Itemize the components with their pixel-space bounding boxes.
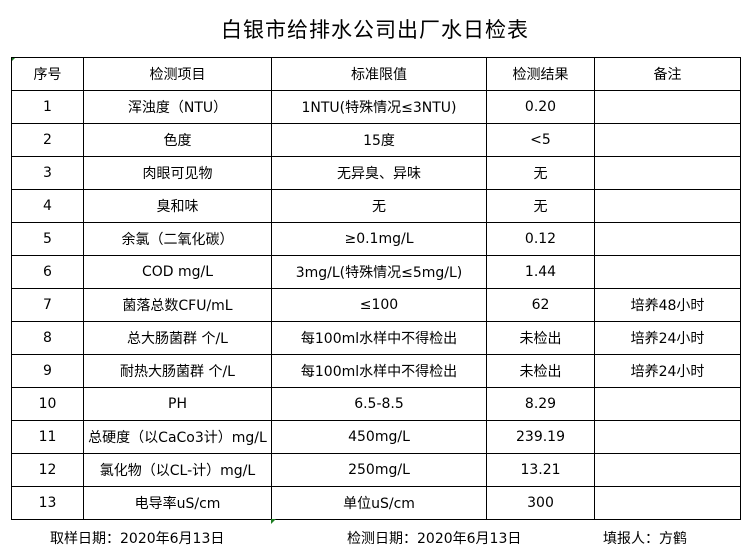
header-cell[interactable]: 序号 <box>11 57 84 91</box>
remark-cell[interactable] <box>594 387 741 421</box>
test-result-cell[interactable]: 无 <box>486 189 595 223</box>
standard-limit-cell[interactable]: 450mg/L <box>271 420 487 454</box>
table-row: 7 菌落总数CFU/mL ≤100 62 培养48小时 <box>11 288 741 322</box>
row-number-cell[interactable]: 11 <box>11 420 84 454</box>
table-row: 1 浑浊度（NTU） 1NTU(特殊情况≤3NTU) 0.20 <box>11 90 741 124</box>
row-number-cell[interactable]: 1 <box>11 90 84 124</box>
remark-cell[interactable] <box>594 156 741 190</box>
table-row: 5 余氯（二氧化碳） ≥0.1mg/L 0.12 <box>11 222 741 256</box>
test-result-cell[interactable]: 300 <box>486 486 595 520</box>
row-number-cell[interactable]: 6 <box>11 255 84 289</box>
header-cell[interactable]: 备注 <box>594 57 741 91</box>
row-number-cell[interactable]: 9 <box>11 354 84 388</box>
test-item-cell[interactable]: 耐热大肠菌群 个/L <box>83 354 272 388</box>
reporter: 填报人：方鹤 <box>603 531 687 547</box>
standard-limit-cell[interactable]: 每100ml水样中不得检出 <box>271 321 487 355</box>
remark-cell[interactable] <box>594 486 741 520</box>
header-cell[interactable]: 检测结果 <box>486 57 595 91</box>
table-row: 8 总大肠菌群 个/L 每100ml水样中不得检出 未检出 培养24小时 <box>11 321 741 355</box>
row-number-cell[interactable]: 4 <box>11 189 84 223</box>
test-result-cell[interactable]: 0.20 <box>486 90 595 124</box>
test-result-cell[interactable]: 无 <box>486 156 595 190</box>
header-cell[interactable]: 检测项目 <box>83 57 272 91</box>
row-number-cell[interactable]: 12 <box>11 453 84 487</box>
table-row: 9 耐热大肠菌群 个/L 每100ml水样中不得检出 未检出 培养24小时 <box>11 354 741 388</box>
standard-limit-cell[interactable]: 1NTU(特殊情况≤3NTU) <box>271 90 487 124</box>
standard-limit-cell[interactable]: 15度 <box>271 123 487 157</box>
remark-cell[interactable] <box>594 255 741 289</box>
test-item-cell[interactable]: COD mg/L <box>83 255 272 289</box>
remark-cell[interactable]: 培养24小时 <box>594 321 741 355</box>
test-item-cell[interactable]: 浑浊度（NTU） <box>83 90 272 124</box>
standard-limit-cell[interactable]: 单位uS/cm <box>271 486 487 520</box>
test-item-cell[interactable]: 总硬度（以CaCo3计）mg/L <box>83 420 272 454</box>
row-number-cell[interactable]: 5 <box>11 222 84 256</box>
row-number-cell[interactable]: 8 <box>11 321 84 355</box>
header-row: 序号 检测项目 标准限值 检测结果 备注 <box>11 57 741 91</box>
test-result-cell[interactable]: 13.21 <box>486 453 595 487</box>
test-result-cell[interactable]: 239.19 <box>486 420 595 454</box>
test-result-cell[interactable]: <5 <box>486 123 595 157</box>
table-row: 13 电导率uS/cm 单位uS/cm 300 <box>11 486 741 520</box>
cell-marker <box>271 519 276 524</box>
test-item-cell[interactable]: 氯化物（以CL-计）mg/L <box>83 453 272 487</box>
table-row: 2 色度 15度 <5 <box>11 123 741 157</box>
remark-cell[interactable] <box>594 90 741 124</box>
test-result-cell[interactable]: 未检出 <box>486 321 595 355</box>
table-row: 10 PH 6.5-8.5 8.29 <box>11 387 741 421</box>
test-result-cell[interactable]: 0.12 <box>486 222 595 256</box>
report-title: 白银市给排水公司出厂水日检表 <box>221 18 529 42</box>
remark-cell[interactable] <box>594 123 741 157</box>
standard-limit-cell[interactable]: 无异臭、异味 <box>271 156 487 190</box>
remark-cell[interactable] <box>594 420 741 454</box>
test-result-cell[interactable]: 62 <box>486 288 595 322</box>
table-row: 4 臭和味无无 <box>11 189 741 223</box>
test-item-cell[interactable]: 臭和味 <box>83 189 272 223</box>
remark-cell[interactable] <box>594 453 741 487</box>
test-result-cell[interactable]: 1.44 <box>486 255 595 289</box>
sampling-date: 取样日期：2020年6月13日 <box>50 531 225 547</box>
table-row: 6 COD mg/L 3mg/L(特殊情况≤5mg/L) 1.44 <box>11 255 741 289</box>
row-number-cell[interactable]: 10 <box>11 387 84 421</box>
test-item-cell[interactable]: PH <box>83 387 272 421</box>
remark-cell[interactable] <box>594 222 741 256</box>
table-row: 12 氯化物（以CL-计）mg/L 250mg/L 13.21 <box>11 453 741 487</box>
standard-limit-cell[interactable]: 无 <box>271 189 487 223</box>
table-row: 11 总硬度（以CaCo3计）mg/L 450mg/L 239.19 <box>11 420 741 454</box>
test-result-cell[interactable]: 8.29 <box>486 387 595 421</box>
table-row: 3 肉眼可见物 无异臭、异味无 <box>11 156 741 190</box>
standard-limit-cell[interactable]: 3mg/L(特殊情况≤5mg/L) <box>271 255 487 289</box>
standard-limit-cell[interactable]: 250mg/L <box>271 453 487 487</box>
test-item-cell[interactable]: 余氯（二氧化碳） <box>83 222 272 256</box>
remark-cell[interactable] <box>594 189 741 223</box>
test-item-cell[interactable]: 色度 <box>83 123 272 157</box>
test-item-cell[interactable]: 电导率uS/cm <box>83 486 272 520</box>
header-cell[interactable]: 标准限值 <box>271 57 487 91</box>
inspection-table: 序号 检测项目 标准限值 检测结果 备注 1 浑浊度（NTU） 1NTU(特殊情况≤… <box>11 57 741 520</box>
row-number-cell[interactable]: 3 <box>11 156 84 190</box>
row-number-cell[interactable]: 13 <box>11 486 84 520</box>
standard-limit-cell[interactable]: 每100ml水样中不得检出 <box>271 354 487 388</box>
test-item-cell[interactable]: 肉眼可见物 <box>83 156 272 190</box>
row-number-cell[interactable]: 7 <box>11 288 84 322</box>
row-number-cell[interactable]: 2 <box>11 123 84 157</box>
test-item-cell[interactable]: 总大肠菌群 个/L <box>83 321 272 355</box>
test-date: 检测日期：2020年6月13日 <box>347 531 522 547</box>
remark-cell[interactable]: 培养48小时 <box>594 288 741 322</box>
test-item-cell[interactable]: 菌落总数CFU/mL <box>83 288 272 322</box>
test-result-cell[interactable]: 未检出 <box>486 354 595 388</box>
standard-limit-cell[interactable]: ≤100 <box>271 288 487 322</box>
standard-limit-cell[interactable]: 6.5-8.5 <box>271 387 487 421</box>
standard-limit-cell[interactable]: ≥0.1mg/L <box>271 222 487 256</box>
remark-cell[interactable]: 培养24小时 <box>594 354 741 388</box>
